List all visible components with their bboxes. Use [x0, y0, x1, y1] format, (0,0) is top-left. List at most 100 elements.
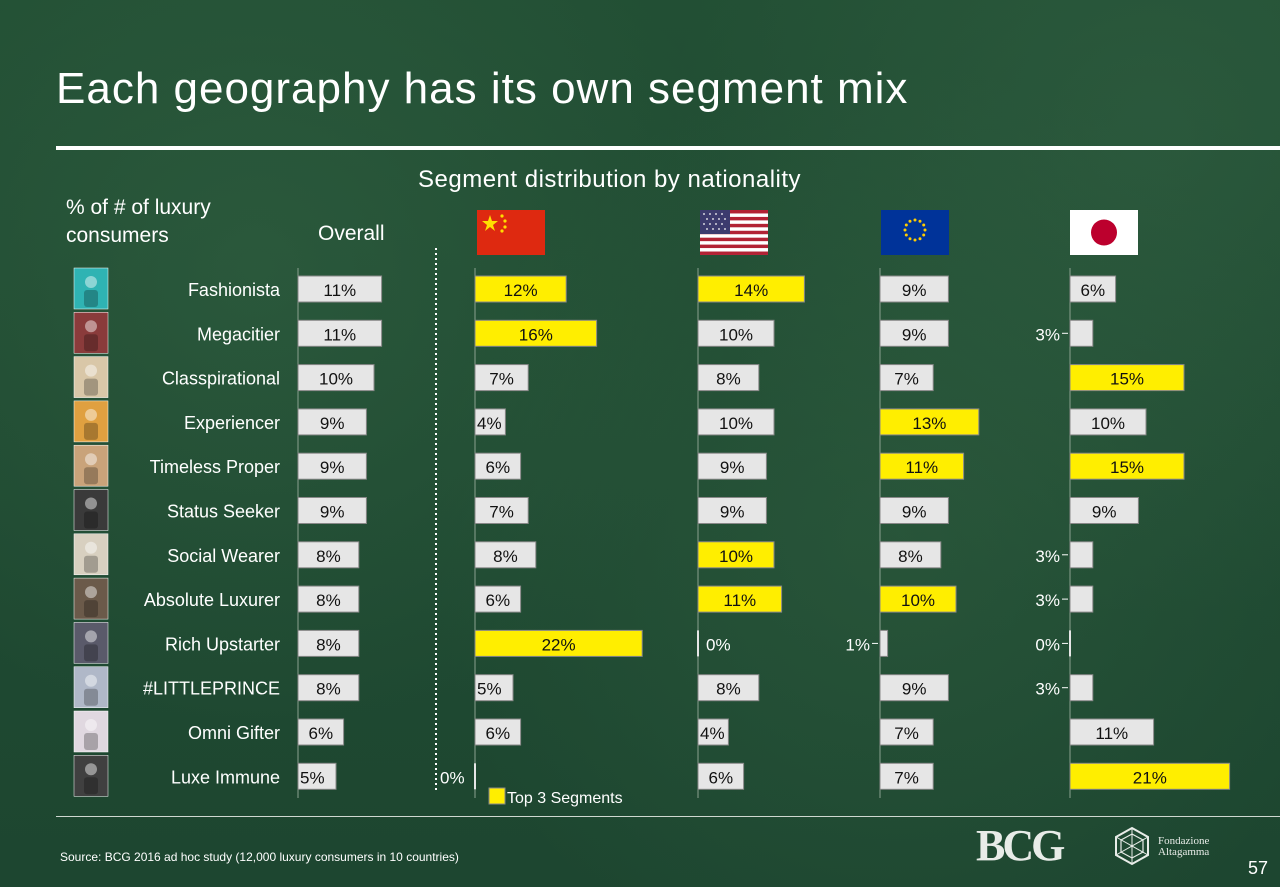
data-label-china: 16%: [519, 325, 553, 344]
bar-overall: [297, 452, 367, 480]
legend-label: Top 3 Segments: [507, 790, 623, 807]
segment-avatar-icon: [73, 444, 109, 487]
category-label-experiencer: Experiencer: [184, 413, 280, 433]
bar-japan: [1069, 762, 1231, 790]
bar-usa: [697, 674, 760, 702]
category-label-omni-gifter: Omni Gifter: [188, 723, 280, 743]
data-label-japan: 11%: [1095, 724, 1128, 743]
segment-avatar-icon: [73, 710, 109, 753]
data-label-overall: 9%: [320, 458, 345, 477]
bar-usa: [697, 762, 745, 790]
category-label-status-seeker: Status Seeker: [167, 502, 280, 522]
bar-japan: [1069, 674, 1094, 702]
avatar-head-icon: [85, 719, 97, 731]
data-label-eu: 10%: [901, 591, 935, 610]
bar-eu: [879, 585, 957, 613]
data-label-japan: 6%: [1081, 281, 1106, 300]
bar-china: [474, 674, 514, 702]
bar-japan: [1069, 364, 1185, 392]
y-axis-label: % of # of luxury consumers: [66, 196, 211, 247]
altagamma-line-1: Fondazione: [1158, 835, 1210, 847]
footer-divider: [56, 816, 1280, 817]
segment-avatar-icon: [73, 312, 109, 354]
bar-eu: [879, 497, 949, 524]
bar-china: [474, 497, 529, 524]
bar-eu: [879, 408, 980, 436]
avatar-head-icon: [85, 541, 97, 554]
bar-china: [474, 541, 537, 569]
bar-overall: [297, 408, 367, 436]
bar-usa: [697, 364, 760, 392]
bar-usa: [697, 718, 729, 746]
overall-column-label: Overall: [318, 222, 385, 245]
data-label-china: 6%: [486, 591, 511, 610]
bar-usa: [697, 319, 775, 347]
bar-china: [474, 364, 529, 392]
avatar-body-icon: [84, 688, 98, 706]
data-label-japan: 3%: [1035, 680, 1060, 699]
eu-flag-icon: [881, 210, 949, 255]
bar-japan: [1069, 319, 1094, 347]
data-label-overall: 5%: [300, 768, 325, 787]
bar-usa: [697, 275, 805, 303]
data-label-eu: 1%: [845, 635, 870, 654]
segment-avatar-icon: [73, 489, 109, 531]
data-label-china: 0%: [440, 768, 465, 787]
avatar-head-icon: [85, 276, 97, 288]
bar-usa: [697, 585, 783, 613]
bar-china: [474, 408, 506, 436]
data-label-overall: 8%: [316, 635, 341, 654]
avatar-body-icon: [84, 555, 98, 573]
japan-flag-icon: [1070, 210, 1138, 255]
data-label-usa: 10%: [719, 325, 753, 344]
bar-china: [474, 319, 598, 347]
data-label-eu: 13%: [912, 414, 946, 433]
avatar-head-icon: [85, 497, 97, 510]
bar-eu: [879, 364, 934, 392]
bar-japan: [1069, 408, 1147, 436]
altagamma-logo-icon: [1115, 826, 1149, 866]
data-label-overall: 8%: [316, 591, 341, 610]
segment-avatar-icon: [73, 577, 109, 620]
page-title: Each geography has its own segment mix: [56, 64, 909, 113]
data-label-usa: 4%: [700, 724, 725, 743]
bar-overall: [297, 364, 375, 392]
avatar-head-icon: [85, 630, 97, 643]
category-label-megacitier: Megacitier: [197, 324, 280, 344]
bar-overall: [297, 718, 345, 746]
avatar-body-icon: [84, 644, 98, 662]
avatar-body-icon: [84, 733, 98, 750]
category-label-littleprince: #LITTLEPRINCE: [143, 679, 280, 699]
data-label-overall: 11%: [323, 325, 356, 344]
data-label-usa: 9%: [720, 503, 745, 522]
avatar-head-icon: [85, 364, 97, 377]
avatar-body-icon: [84, 378, 98, 396]
bar-usa: [697, 541, 775, 569]
bar-overall: [297, 497, 367, 524]
data-label-japan: 21%: [1133, 768, 1167, 787]
data-label-overall: 8%: [316, 680, 341, 699]
data-label-eu: 9%: [902, 281, 927, 300]
data-label-usa: 14%: [734, 281, 768, 300]
bar-china: [474, 718, 522, 746]
data-label-eu: 8%: [898, 547, 923, 566]
data-label-overall: 9%: [320, 503, 345, 522]
segment-avatar-icon: [73, 533, 109, 576]
segment-avatar-icon: [73, 356, 109, 398]
bar-overall: [297, 674, 360, 702]
bar-japan: [1069, 541, 1094, 569]
bar-overall: [297, 319, 383, 347]
category-label-timeless-proper: Timeless Proper: [150, 457, 280, 477]
bar-overall: [297, 275, 383, 303]
segment-avatar-icon: [73, 400, 109, 443]
bar-eu: [879, 718, 934, 746]
chart-subtitle: Segment distribution by nationality: [418, 166, 802, 193]
title-divider: [56, 146, 1280, 150]
category-label-absolute-luxurer: Absolute Luxurer: [144, 590, 280, 610]
data-label-overall: 6%: [309, 724, 334, 743]
bar-japan: [1069, 452, 1185, 480]
bar-china: [474, 452, 522, 480]
bar-japan: [1069, 275, 1117, 303]
data-label-usa: 8%: [716, 370, 741, 389]
bar-china: [474, 275, 567, 303]
